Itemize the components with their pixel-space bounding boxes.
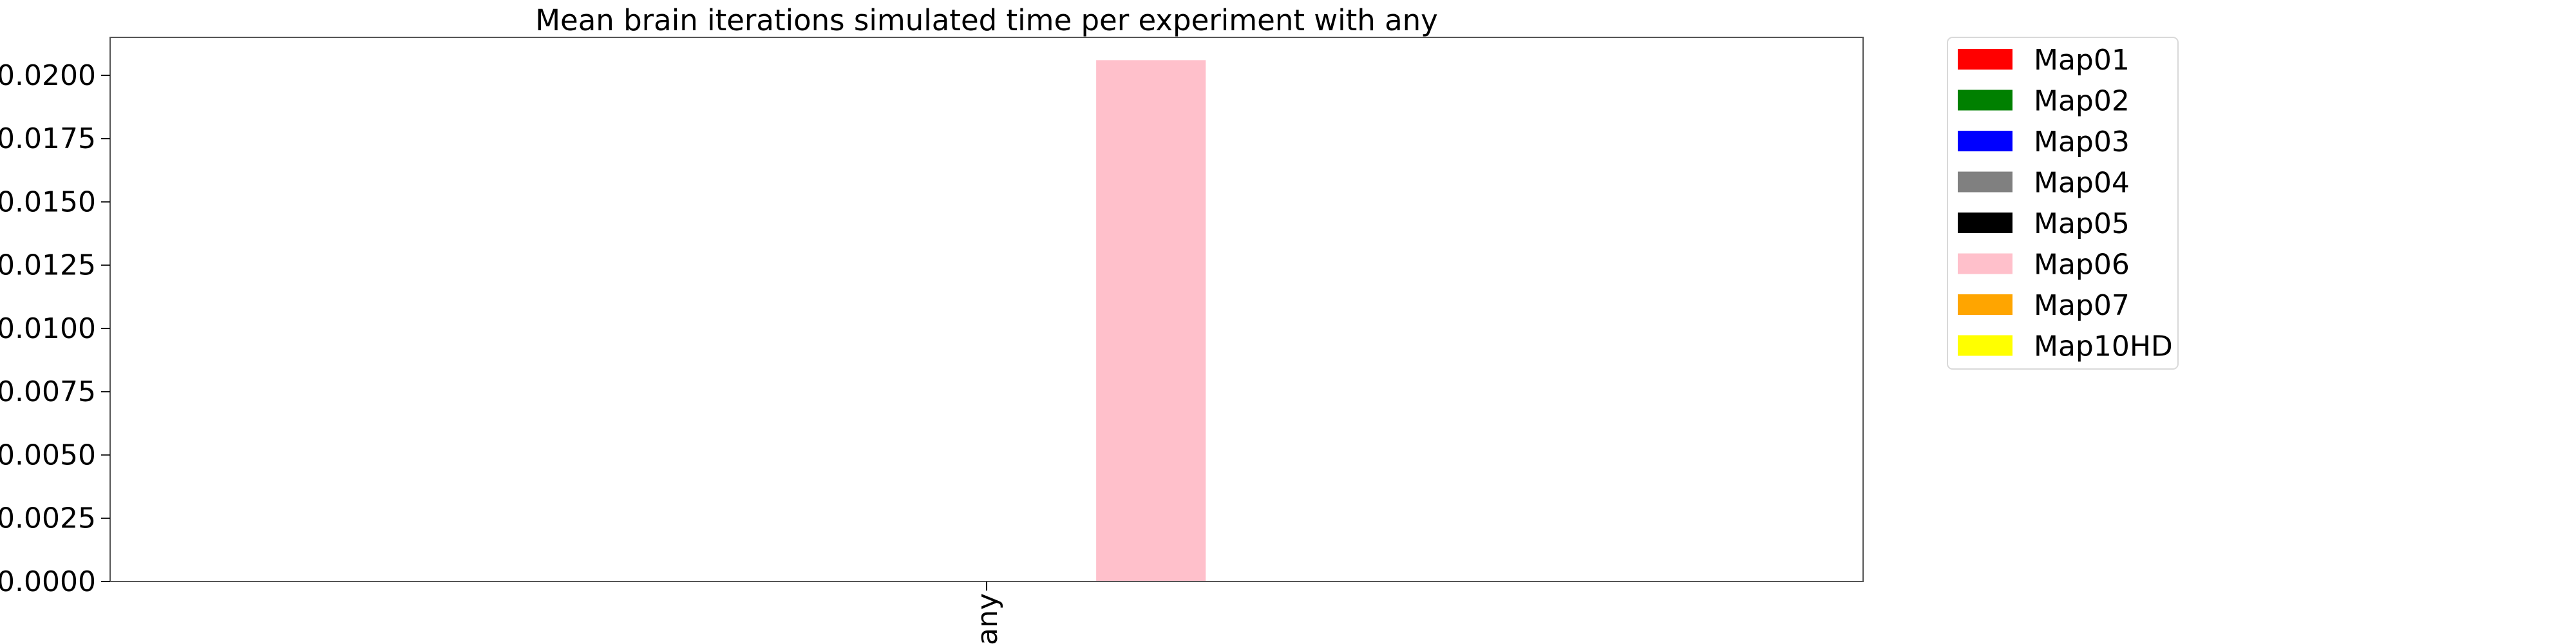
legend-frame xyxy=(1947,37,2179,370)
legend-swatch xyxy=(1958,90,2012,111)
legend-label: Map02 xyxy=(2034,85,2130,118)
y-tick-label: 0.0075 xyxy=(0,375,96,408)
bars-group xyxy=(1096,60,1206,582)
bar-map06 xyxy=(1096,60,1206,582)
y-tick-label: 0.0000 xyxy=(0,565,96,598)
x-axis: any xyxy=(971,582,1004,644)
legend-label: Map07 xyxy=(2034,289,2130,322)
legend-label: Map03 xyxy=(2034,126,2130,158)
y-tick-label: 0.0125 xyxy=(0,249,96,282)
legend-swatch xyxy=(1958,335,2012,356)
legend: Map01 Map02 Map03 Map04 Map05 Map06 Map07 Map10… xyxy=(1947,37,2179,370)
legend-label: Map04 xyxy=(2034,167,2130,200)
legend-swatch xyxy=(1958,253,2012,274)
legend-swatch xyxy=(1958,49,2012,70)
y-tick-label: 0.0100 xyxy=(0,312,96,345)
y-tick-label: 0.0050 xyxy=(0,439,96,471)
y-tick-label: 0.0175 xyxy=(0,122,96,155)
legend-label: Map01 xyxy=(2034,44,2130,77)
legend-swatch xyxy=(1958,171,2012,193)
legend-label: Map10HD xyxy=(2034,330,2173,363)
legend-swatch xyxy=(1958,213,2012,233)
legend-swatch xyxy=(1958,131,2012,151)
x-tick-label: any xyxy=(971,593,1004,644)
legend-swatch xyxy=(1958,294,2012,315)
chart-title: Mean brain iterations simulated time per… xyxy=(535,3,1438,37)
y-tick-label: 0.0025 xyxy=(0,502,96,535)
legend-label: Map06 xyxy=(2034,249,2130,281)
y-tick-label: 0.0150 xyxy=(0,185,96,218)
plot-area-frame xyxy=(109,37,1864,582)
y-axis: 0.0000 0.0025 0.0050 0.0075 0.0100 0.0125 0.01… xyxy=(0,59,110,598)
legend-label: Map05 xyxy=(2034,207,2130,240)
y-tick-label: 0.0200 xyxy=(0,59,96,92)
